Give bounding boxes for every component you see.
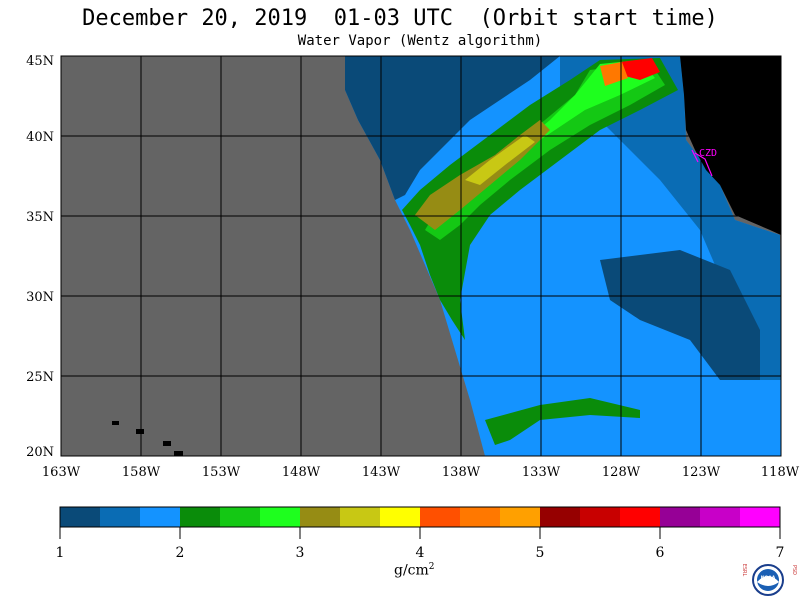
station-marker: CZD [691, 148, 717, 177]
lon-label: 163W [42, 465, 81, 480]
lat-label: 40N [26, 130, 54, 145]
lat-label: 25N [26, 370, 54, 385]
swath-dark-north [345, 56, 560, 200]
map-title: December 20, 2019 01-03 UTC (Orbit start… [82, 6, 718, 31]
logo-left-letters: ESRL [741, 564, 747, 577]
lon-label: 138W [442, 465, 481, 480]
lat-label: 35N [26, 210, 54, 225]
colorbar-tick-label: 4 [416, 545, 425, 561]
colorbar-cell [180, 507, 221, 527]
lon-label: 143W [362, 465, 401, 480]
plume-yellow [465, 135, 535, 185]
lon-label: 158W [122, 465, 161, 480]
plume-green-mid [425, 62, 665, 240]
lon-label: 123W [682, 465, 721, 480]
lat-label: 30N [26, 290, 54, 305]
swath-mid-blue-south [600, 250, 760, 380]
lon-labels: 163W 158W 153W 148W 143W 138W 133W 128W … [42, 465, 800, 480]
island [174, 451, 183, 456]
south-green-band [485, 398, 640, 445]
logo-right-letters: PSD [791, 565, 797, 575]
lon-label: 153W [202, 465, 241, 480]
colorbar-cell [700, 507, 741, 527]
colorbar-tick-label: 7 [776, 545, 785, 561]
colorbar-cell [540, 507, 581, 527]
noaa-logo: NOAA ESRL PSD [741, 564, 797, 596]
colorbar-tick-label: 5 [536, 545, 545, 561]
colorbar-tick-label: 2 [176, 545, 185, 561]
lat-grid [61, 135, 781, 377]
colorbar-cell [660, 507, 701, 527]
colorbar-units: g/cm2 [394, 562, 435, 579]
colorbar-cell [300, 507, 341, 527]
colorbar-ticks: 1 2 3 4 5 6 7 [56, 527, 785, 561]
colorbar-cell [460, 507, 501, 527]
lon-grid [140, 56, 702, 456]
land-mask [680, 56, 781, 235]
colorbar-cell [100, 507, 141, 527]
colorbar-tick-label: 6 [656, 545, 665, 561]
island [136, 429, 144, 434]
island [163, 441, 171, 446]
logo-center-text: NOAA [761, 575, 776, 581]
units-exponent: 2 [428, 562, 435, 572]
colorbar-cell [260, 507, 301, 527]
colorbar-cells [60, 507, 781, 527]
colorbar-cell [420, 507, 461, 527]
lon-label: 148W [282, 465, 321, 480]
colorbar-cell [380, 507, 421, 527]
lon-label: 133W [522, 465, 561, 480]
colorbar-cell [340, 507, 381, 527]
lat-label: 20N [26, 445, 54, 460]
plume-green-bright [500, 60, 655, 170]
units-main: g/cm [394, 562, 429, 579]
colorbar-cell [500, 507, 541, 527]
island [112, 421, 119, 425]
colorbar-tick-label: 1 [56, 545, 65, 561]
map-subtitle: Water Vapor (Wentz algorithm) [297, 33, 543, 49]
map-frame [60, 55, 782, 457]
lon-label: 128W [602, 465, 641, 480]
colorbar-tick-label: 3 [296, 545, 305, 561]
station-label: CZD [699, 148, 717, 159]
colorbar-cell [140, 507, 181, 527]
colorbar-cell [60, 507, 101, 527]
lat-label: 45N [26, 54, 54, 69]
colorbar-cell [580, 507, 621, 527]
colorbar-cell [620, 507, 661, 527]
lat-labels: 45N 40N 35N 30N 25N 20N [26, 54, 54, 460]
colorbar-cell [740, 507, 781, 527]
colorbar-cell [220, 507, 261, 527]
lon-label: 118W [761, 465, 800, 480]
plume-red [620, 58, 660, 80]
